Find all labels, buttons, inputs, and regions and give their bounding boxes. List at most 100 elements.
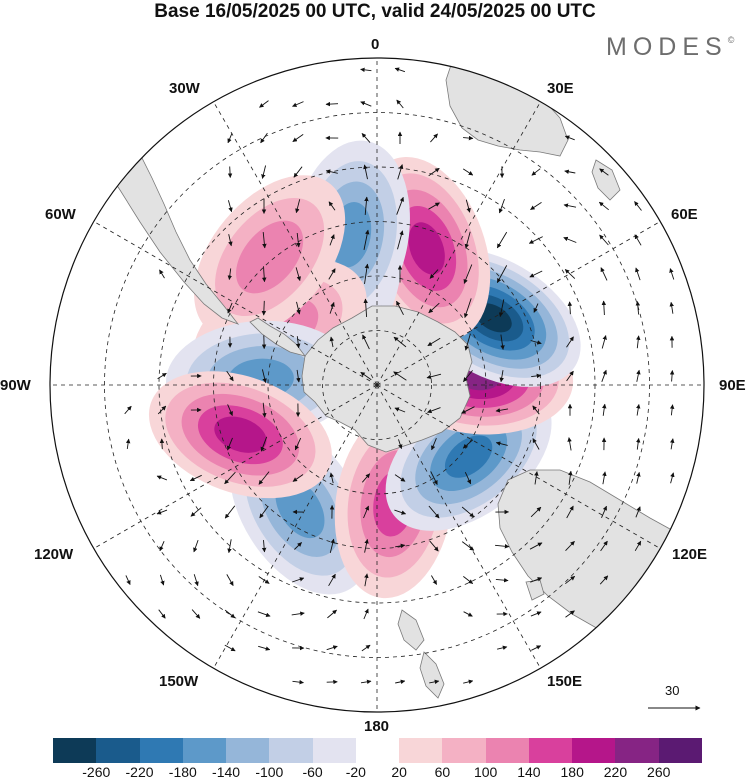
wind-arrow: [430, 134, 437, 142]
colorbar-tick-label: 20: [379, 764, 419, 780]
wind-arrow: [637, 302, 638, 315]
wind-arrow: [637, 370, 639, 382]
wind-arrow: [601, 268, 607, 281]
wind-arrow: [264, 301, 265, 315]
wind-arrow: [635, 235, 641, 246]
wind-arrow: [602, 336, 606, 349]
new-zealand-south-land: [398, 610, 424, 650]
colorbar-tick-label: -260: [76, 764, 116, 780]
lon-label-180: 180: [364, 718, 389, 735]
wind-arrow: [361, 102, 372, 106]
wind-arrow: [326, 104, 338, 105]
colorbar-segment: [226, 738, 269, 763]
colorbar-tick-label: 60: [422, 764, 462, 780]
lon-label-120w: 120W: [34, 546, 73, 563]
wind-arrow: [126, 575, 130, 584]
wind-arrow: [637, 438, 638, 449]
wind-arrow: [194, 574, 198, 585]
wind-arrow: [531, 202, 542, 209]
colorbar-segment: [269, 738, 312, 763]
wind-arrow: [225, 645, 235, 651]
wind-arrow: [603, 472, 605, 484]
wind-arrow: [395, 681, 405, 683]
wind-arrow: [162, 439, 163, 449]
wind-arrow: [230, 167, 231, 178]
lon-label-30w: 30W: [169, 80, 200, 97]
lon-label-60e: 60E: [671, 206, 698, 223]
wind-arrow: [672, 371, 673, 382]
wind-arrow: [496, 579, 508, 580]
wind-arrow: [564, 205, 576, 207]
wind-arrow: [225, 610, 235, 618]
colorbar-segment: [96, 738, 139, 763]
colorbar-segment: [572, 738, 615, 763]
wind-arrow: [463, 681, 473, 683]
wind-arrow: [228, 200, 231, 211]
wind-arrow: [532, 169, 540, 176]
wind-arrow: [531, 646, 540, 651]
colorbar: [53, 738, 702, 763]
colorbar-segment: [313, 738, 356, 763]
lon-label-90e: 90E: [719, 377, 746, 394]
wind-arrow: [261, 133, 268, 143]
colorbar-tick-label: -100: [249, 764, 289, 780]
wind-arrow: [259, 577, 269, 584]
wind-arrow: [565, 171, 576, 173]
lon-label-30e: 30E: [547, 80, 574, 97]
wind-arrow: [260, 101, 269, 108]
colorbar-segment: [183, 738, 226, 763]
wind-arrow: [262, 166, 265, 179]
wind-arrow: [397, 100, 404, 108]
colorbar-tick-label: -220: [120, 764, 160, 780]
wind-arrow: [258, 646, 270, 649]
lon-label-150w: 150W: [159, 673, 198, 690]
wind-arrow: [495, 545, 509, 546]
wind-arrow: [637, 404, 639, 415]
wind-arrow: [160, 541, 164, 551]
wind-arrow: [635, 202, 642, 211]
wind-arrow: [362, 645, 370, 651]
wind-arrow: [157, 476, 167, 480]
colorbar-segment: [529, 738, 572, 763]
colorbar-segment: [356, 738, 399, 763]
wind-arrow: [529, 237, 542, 244]
wind-arrow: [158, 373, 167, 379]
wind-arrow: [602, 370, 606, 382]
wind-arrow: [227, 574, 233, 585]
colorbar-segment: [140, 738, 183, 763]
new-zealand-north-land: [420, 652, 444, 698]
wind-arrow: [293, 681, 304, 682]
wind-arrow: [192, 610, 200, 619]
wind-arrow: [327, 610, 336, 618]
colorbar-tick-label: 140: [509, 764, 549, 780]
wind-arrow: [569, 438, 571, 451]
wind-arrow: [361, 69, 372, 70]
colorbar-tick-label: 100: [466, 764, 506, 780]
colorbar-segment: [615, 738, 658, 763]
wind-arrow: [497, 232, 506, 248]
lon-label-0: 0: [371, 36, 379, 53]
wind-arrow: [160, 575, 163, 585]
wind-arrow: [194, 540, 198, 552]
wind-arrow: [464, 612, 473, 617]
wind-arrow: [160, 270, 165, 278]
wind-arrow: [604, 301, 605, 315]
wind-arrow: [671, 473, 674, 483]
colorbar-tick-label: -180: [163, 764, 203, 780]
colorbar-tick-label: 220: [595, 764, 635, 780]
colorbar-segment: [442, 738, 485, 763]
madagascar-land: [592, 160, 620, 200]
wind-arrow: [463, 576, 472, 583]
wind-arrow: [671, 439, 673, 450]
colorbar-tick-label: 180: [552, 764, 592, 780]
wind-arrow: [463, 138, 473, 139]
lon-label-90w: 90W: [0, 377, 31, 394]
wind-arrow: [258, 612, 270, 616]
wind-arrow: [361, 681, 371, 683]
wind-arrow: [327, 646, 338, 649]
colorbar-segment: [53, 738, 96, 763]
wind-arrow: [159, 610, 166, 619]
wind-arrow: [191, 508, 201, 517]
